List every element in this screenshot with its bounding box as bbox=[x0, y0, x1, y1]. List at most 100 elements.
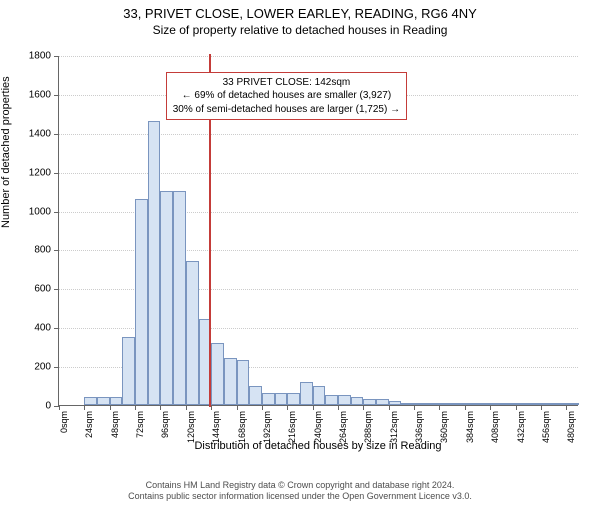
x-tick bbox=[363, 405, 364, 410]
y-tick bbox=[54, 289, 59, 290]
histogram-bar bbox=[160, 191, 173, 405]
histogram-bar bbox=[148, 121, 161, 405]
y-tick bbox=[54, 56, 59, 57]
x-tick-label: 24sqm bbox=[84, 411, 94, 438]
x-tick bbox=[566, 405, 567, 410]
x-tick-label: 48sqm bbox=[110, 411, 120, 438]
x-tick bbox=[389, 405, 390, 410]
x-tick-label: 192sqm bbox=[262, 411, 272, 443]
histogram-bar bbox=[122, 337, 135, 405]
x-tick-label: 384sqm bbox=[465, 411, 475, 443]
x-tick-label: 240sqm bbox=[313, 411, 323, 443]
gridline bbox=[59, 56, 578, 57]
x-tick bbox=[262, 405, 263, 410]
x-tick bbox=[186, 405, 187, 410]
y-tick bbox=[54, 212, 59, 213]
footer-attribution: Contains HM Land Registry data © Crown c… bbox=[0, 480, 600, 503]
histogram-bar bbox=[300, 382, 313, 405]
histogram-bar bbox=[376, 399, 389, 405]
x-tick-label: 312sqm bbox=[389, 411, 399, 443]
histogram-bar bbox=[427, 403, 440, 405]
annotation-line-2: 30% of semi-detached houses are larger (… bbox=[173, 103, 400, 117]
x-tick bbox=[414, 405, 415, 410]
histogram-bar bbox=[249, 386, 262, 405]
x-tick-label: 456sqm bbox=[541, 411, 551, 443]
gridline bbox=[59, 173, 578, 174]
histogram-bar bbox=[478, 403, 491, 405]
y-tick bbox=[54, 367, 59, 368]
histogram-bar bbox=[313, 386, 326, 405]
x-tick-label: 168sqm bbox=[237, 411, 247, 443]
x-tick-label: 432sqm bbox=[516, 411, 526, 443]
histogram-bar bbox=[516, 403, 529, 405]
x-tick-label: 72sqm bbox=[135, 411, 145, 438]
x-tick bbox=[313, 405, 314, 410]
x-tick-label: 264sqm bbox=[338, 411, 348, 443]
histogram-bar bbox=[452, 403, 465, 405]
y-tick-label: 1200 bbox=[29, 167, 51, 178]
gridline bbox=[59, 134, 578, 135]
x-tick-label: 480sqm bbox=[566, 411, 576, 443]
histogram-bar bbox=[528, 403, 541, 405]
y-tick bbox=[54, 250, 59, 251]
histogram-bar bbox=[490, 403, 503, 405]
x-tick bbox=[465, 405, 466, 410]
histogram-bar bbox=[541, 403, 554, 405]
histogram-bar bbox=[439, 403, 452, 405]
y-tick-label: 1400 bbox=[29, 128, 51, 139]
y-tick-label: 1000 bbox=[29, 206, 51, 217]
x-tick bbox=[439, 405, 440, 410]
histogram-bar bbox=[389, 401, 402, 405]
histogram-bar bbox=[135, 199, 148, 405]
x-tick bbox=[135, 405, 136, 410]
annotation-line-1: ← 69% of detached houses are smaller (3,… bbox=[173, 89, 400, 103]
x-tick-label: 144sqm bbox=[211, 411, 221, 443]
y-tick bbox=[54, 328, 59, 329]
histogram-bar bbox=[338, 395, 351, 405]
x-tick bbox=[338, 405, 339, 410]
y-axis-label: Number of detached properties bbox=[0, 76, 12, 228]
x-tick bbox=[84, 405, 85, 410]
x-tick bbox=[516, 405, 517, 410]
y-tick-label: 1800 bbox=[29, 51, 51, 62]
x-tick bbox=[160, 405, 161, 410]
y-tick bbox=[54, 134, 59, 135]
annotation-box: 33 PRIVET CLOSE: 142sqm← 69% of detached… bbox=[166, 72, 407, 121]
y-tick-label: 800 bbox=[34, 245, 51, 256]
y-tick-label: 1600 bbox=[29, 89, 51, 100]
chart-title-line2: Size of property relative to detached ho… bbox=[0, 23, 600, 37]
x-axis-label: Distribution of detached houses by size … bbox=[58, 440, 578, 452]
histogram-bar bbox=[554, 403, 567, 405]
histogram-bar bbox=[414, 403, 427, 405]
chart-title-line1: 33, PRIVET CLOSE, LOWER EARLEY, READING,… bbox=[0, 6, 600, 21]
x-tick bbox=[287, 405, 288, 410]
histogram-bar bbox=[503, 403, 516, 405]
annotation-line-0: 33 PRIVET CLOSE: 142sqm bbox=[173, 76, 400, 90]
x-tick-label: 288sqm bbox=[363, 411, 373, 443]
x-tick-label: 336sqm bbox=[414, 411, 424, 443]
histogram-bar bbox=[401, 403, 414, 405]
histogram-bar bbox=[84, 397, 97, 405]
histogram-bar bbox=[325, 395, 338, 405]
x-tick-label: 120sqm bbox=[186, 411, 196, 443]
histogram-bar bbox=[186, 261, 199, 405]
histogram-bar bbox=[173, 191, 186, 405]
plot-area: 0200400600800100012001400160018000sqm24s… bbox=[58, 56, 578, 406]
histogram-bar bbox=[566, 403, 579, 405]
x-tick-label: 0sqm bbox=[59, 411, 69, 433]
histogram-bar bbox=[211, 343, 224, 405]
x-tick bbox=[211, 405, 212, 410]
x-tick bbox=[541, 405, 542, 410]
histogram-bar bbox=[287, 393, 300, 405]
x-tick bbox=[110, 405, 111, 410]
y-tick-label: 200 bbox=[34, 362, 51, 373]
histogram-bar bbox=[97, 397, 110, 405]
y-tick-label: 0 bbox=[45, 401, 51, 412]
x-tick bbox=[490, 405, 491, 410]
x-tick bbox=[237, 405, 238, 410]
footer-line1: Contains HM Land Registry data © Crown c… bbox=[0, 480, 600, 491]
histogram-bar bbox=[110, 397, 123, 405]
histogram-bar bbox=[224, 358, 237, 405]
histogram-bar bbox=[275, 393, 288, 405]
x-tick-label: 216sqm bbox=[287, 411, 297, 443]
